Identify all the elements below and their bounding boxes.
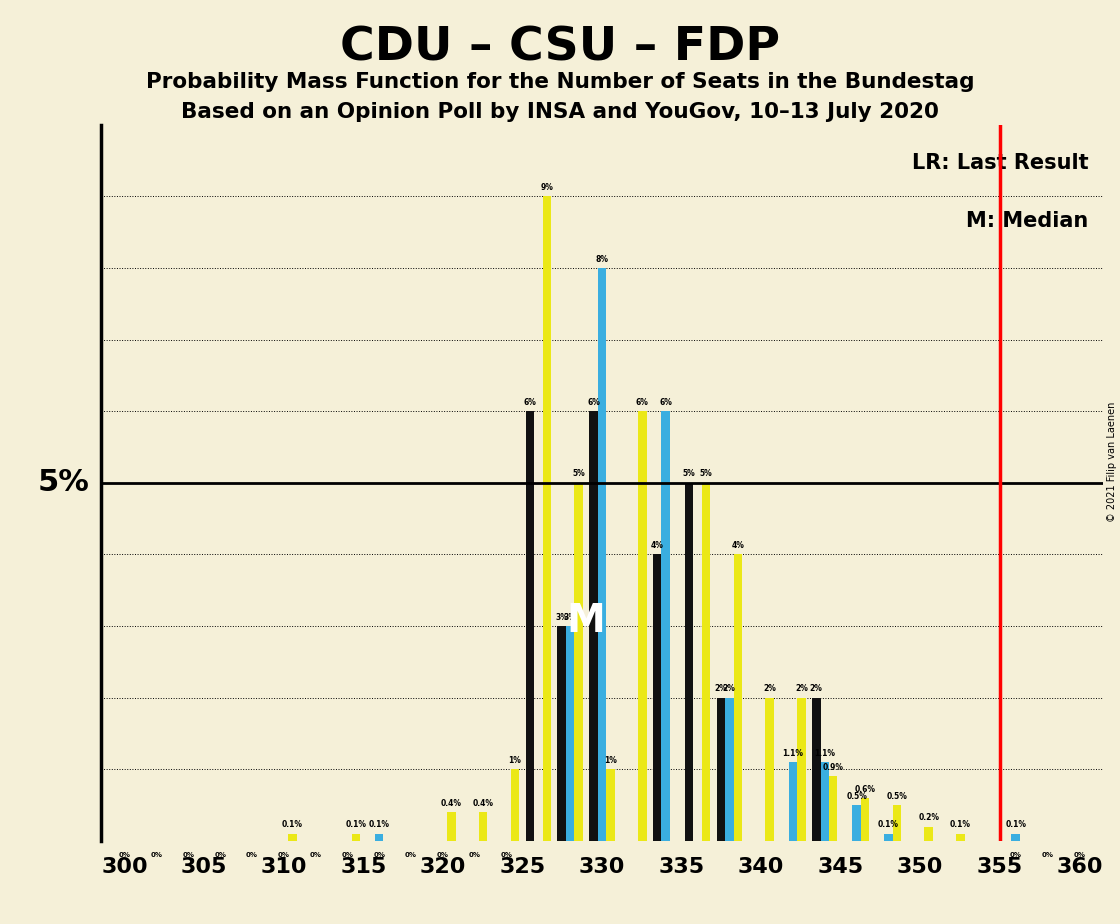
- Bar: [288, 833, 297, 841]
- Bar: [566, 626, 575, 841]
- Bar: [734, 554, 743, 841]
- Bar: [447, 812, 456, 841]
- Bar: [542, 197, 551, 841]
- Text: 0.1%: 0.1%: [1005, 821, 1026, 830]
- Text: 4%: 4%: [651, 541, 663, 550]
- Text: 8%: 8%: [596, 255, 608, 263]
- Bar: [653, 554, 662, 841]
- Text: Based on an Opinion Poll by INSA and YouGov, 10–13 July 2020: Based on an Opinion Poll by INSA and You…: [181, 102, 939, 122]
- Text: 0%: 0%: [309, 852, 321, 857]
- Bar: [525, 411, 534, 841]
- Bar: [662, 411, 670, 841]
- Text: 0%: 0%: [278, 852, 290, 857]
- Text: 0%: 0%: [1010, 852, 1021, 857]
- Bar: [575, 482, 582, 841]
- Text: CDU – CSU – FDP: CDU – CSU – FDP: [340, 26, 780, 71]
- Bar: [956, 833, 964, 841]
- Bar: [606, 769, 615, 841]
- Bar: [861, 798, 869, 841]
- Text: 0.5%: 0.5%: [886, 792, 907, 801]
- Text: 1.1%: 1.1%: [783, 748, 803, 758]
- Text: 0%: 0%: [405, 852, 417, 857]
- Bar: [598, 268, 606, 841]
- Bar: [852, 805, 861, 841]
- Bar: [684, 482, 693, 841]
- Text: 1.1%: 1.1%: [814, 748, 836, 758]
- Text: 0.5%: 0.5%: [846, 792, 867, 801]
- Bar: [884, 833, 893, 841]
- Text: 0.2%: 0.2%: [918, 813, 940, 822]
- Text: 0%: 0%: [214, 852, 226, 857]
- Text: 6%: 6%: [660, 398, 672, 407]
- Text: 3%: 3%: [556, 613, 568, 622]
- Text: 0%: 0%: [501, 852, 513, 857]
- Bar: [479, 812, 487, 841]
- Bar: [717, 698, 725, 841]
- Text: 9%: 9%: [541, 183, 553, 192]
- Text: 2%: 2%: [715, 685, 727, 693]
- Text: 0%: 0%: [1073, 852, 1085, 857]
- Text: 5%: 5%: [572, 469, 585, 479]
- Text: 2%: 2%: [795, 685, 808, 693]
- Text: © 2021 Filip van Laenen: © 2021 Filip van Laenen: [1107, 402, 1117, 522]
- Bar: [511, 769, 520, 841]
- Bar: [638, 411, 646, 841]
- Text: 4%: 4%: [731, 541, 744, 550]
- Bar: [765, 698, 774, 841]
- Bar: [558, 626, 566, 841]
- Text: 6%: 6%: [587, 398, 600, 407]
- Text: 0.4%: 0.4%: [473, 799, 494, 808]
- Bar: [812, 698, 821, 841]
- Text: 2%: 2%: [763, 685, 776, 693]
- Text: 5%: 5%: [38, 468, 90, 497]
- Bar: [893, 805, 902, 841]
- Bar: [1011, 833, 1020, 841]
- Bar: [589, 411, 598, 841]
- Text: 0.1%: 0.1%: [345, 821, 366, 830]
- Text: 0%: 0%: [119, 852, 131, 857]
- Bar: [797, 698, 805, 841]
- Text: 5%: 5%: [682, 469, 696, 479]
- Text: 0%: 0%: [183, 852, 194, 857]
- Bar: [702, 482, 710, 841]
- Text: M: M: [567, 602, 606, 640]
- Text: 6%: 6%: [636, 398, 648, 407]
- Text: 0.9%: 0.9%: [823, 763, 843, 772]
- Text: 0%: 0%: [342, 852, 354, 857]
- Text: 0.1%: 0.1%: [282, 821, 302, 830]
- Text: 0%: 0%: [373, 852, 385, 857]
- Text: 0.1%: 0.1%: [878, 821, 899, 830]
- Bar: [829, 776, 838, 841]
- Text: 1%: 1%: [508, 756, 522, 765]
- Bar: [821, 762, 829, 841]
- Text: 0.1%: 0.1%: [368, 821, 390, 830]
- Text: 0.4%: 0.4%: [441, 799, 461, 808]
- Text: 0%: 0%: [437, 852, 449, 857]
- Text: 2%: 2%: [810, 685, 823, 693]
- Text: M: Median: M: Median: [965, 211, 1089, 231]
- Text: 0%: 0%: [246, 852, 258, 857]
- Text: 5%: 5%: [700, 469, 712, 479]
- Text: 0.1%: 0.1%: [950, 821, 971, 830]
- Text: Probability Mass Function for the Number of Seats in the Bundestag: Probability Mass Function for the Number…: [146, 72, 974, 92]
- Text: LR: Last Result: LR: Last Result: [912, 153, 1089, 174]
- Text: 0%: 0%: [468, 852, 480, 857]
- Bar: [924, 827, 933, 841]
- Text: 2%: 2%: [722, 685, 736, 693]
- Bar: [375, 833, 383, 841]
- Text: 3%: 3%: [563, 613, 577, 622]
- Text: 0%: 0%: [1042, 852, 1054, 857]
- Text: 6%: 6%: [523, 398, 536, 407]
- Bar: [352, 833, 361, 841]
- Text: 1%: 1%: [604, 756, 617, 765]
- Bar: [788, 762, 797, 841]
- Text: 0%: 0%: [150, 852, 162, 857]
- Bar: [725, 698, 734, 841]
- Text: 0.6%: 0.6%: [855, 784, 876, 794]
